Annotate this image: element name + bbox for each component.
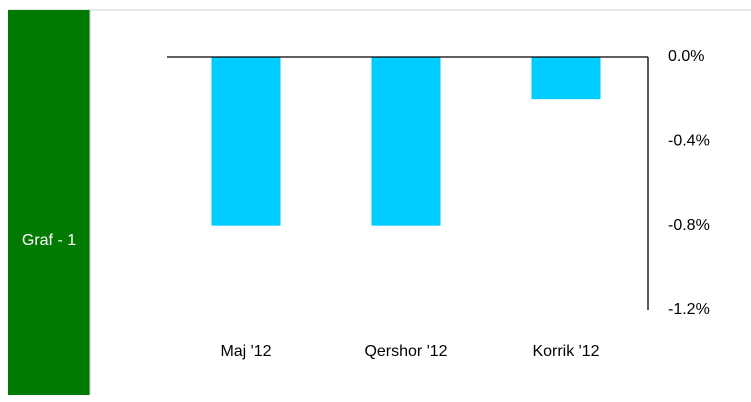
panel-label: Graf - 1 (22, 232, 76, 249)
y-tick-label: -0.4% (668, 133, 710, 150)
side-panel (8, 10, 90, 395)
bar (531, 57, 601, 100)
y-tick-label: 0.0% (668, 48, 704, 65)
y-tick-label: -0.8% (668, 217, 710, 234)
x-tick-label: Qershor '12 (364, 343, 447, 360)
x-tick-label: Maj '12 (220, 343, 271, 360)
bar (211, 57, 281, 226)
x-tick-label: Korrik '12 (532, 343, 599, 360)
bar (371, 57, 441, 226)
y-tick-label: -1.2% (668, 301, 710, 318)
